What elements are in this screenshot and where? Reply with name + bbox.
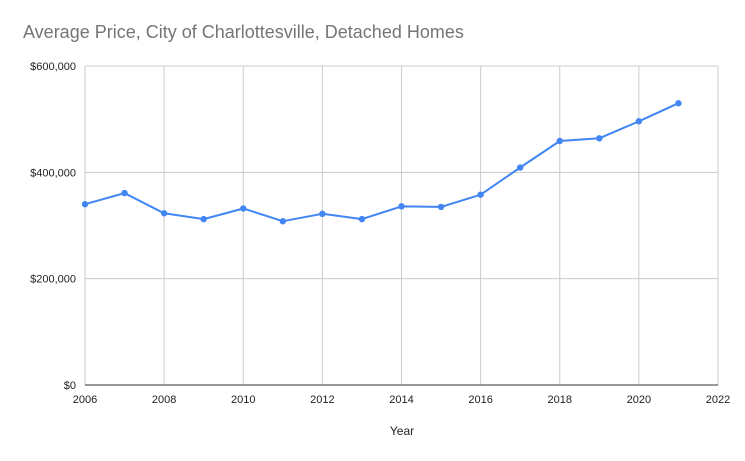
data-point bbox=[437, 203, 445, 211]
data-point bbox=[675, 100, 682, 107]
data-points bbox=[81, 100, 682, 225]
series-line-layer bbox=[84, 102, 679, 223]
y-tick-label: $600,000 bbox=[30, 61, 76, 73]
data-point bbox=[516, 164, 524, 171]
data-point bbox=[358, 215, 366, 223]
chart-title: Average Price, City of Charlottesville, … bbox=[23, 22, 464, 42]
data-point bbox=[160, 210, 168, 217]
x-tick-label: 2012 bbox=[310, 394, 334, 406]
data-point bbox=[398, 203, 405, 210]
x-tick-label: 2006 bbox=[73, 394, 97, 406]
data-point bbox=[319, 210, 326, 218]
data-point bbox=[279, 218, 287, 225]
y-tick-label: $200,000 bbox=[30, 274, 76, 286]
gridlines bbox=[84, 65, 719, 386]
data-point bbox=[240, 205, 247, 212]
x-tick-label: 2014 bbox=[389, 394, 413, 406]
data-point bbox=[556, 137, 563, 145]
x-tick-labels: 2006 2008 2010 2012 2014 2016 2018 2020 2022 bbox=[73, 394, 730, 406]
y-tick-label: $400,000 bbox=[30, 167, 76, 179]
x-tick-label: 2020 bbox=[627, 394, 651, 406]
data-point bbox=[477, 191, 484, 198]
x-tick-label: 2010 bbox=[231, 394, 255, 406]
x-axis-title: Year bbox=[390, 424, 414, 438]
x-tick-label: 2022 bbox=[706, 394, 730, 406]
data-point bbox=[635, 118, 643, 125]
x-tick-label: 2018 bbox=[548, 394, 572, 406]
y-tick-label: $0 bbox=[64, 380, 76, 392]
series-line bbox=[84, 102, 679, 223]
x-tick-label: 2016 bbox=[468, 394, 492, 406]
data-point bbox=[81, 201, 89, 208]
data-point bbox=[121, 189, 128, 197]
y-tick-labels: $0 $200,000 $400,000 $600,000 bbox=[30, 61, 76, 392]
data-point bbox=[200, 215, 207, 223]
x-tick-label: 2008 bbox=[152, 394, 176, 406]
data-point bbox=[596, 135, 603, 142]
